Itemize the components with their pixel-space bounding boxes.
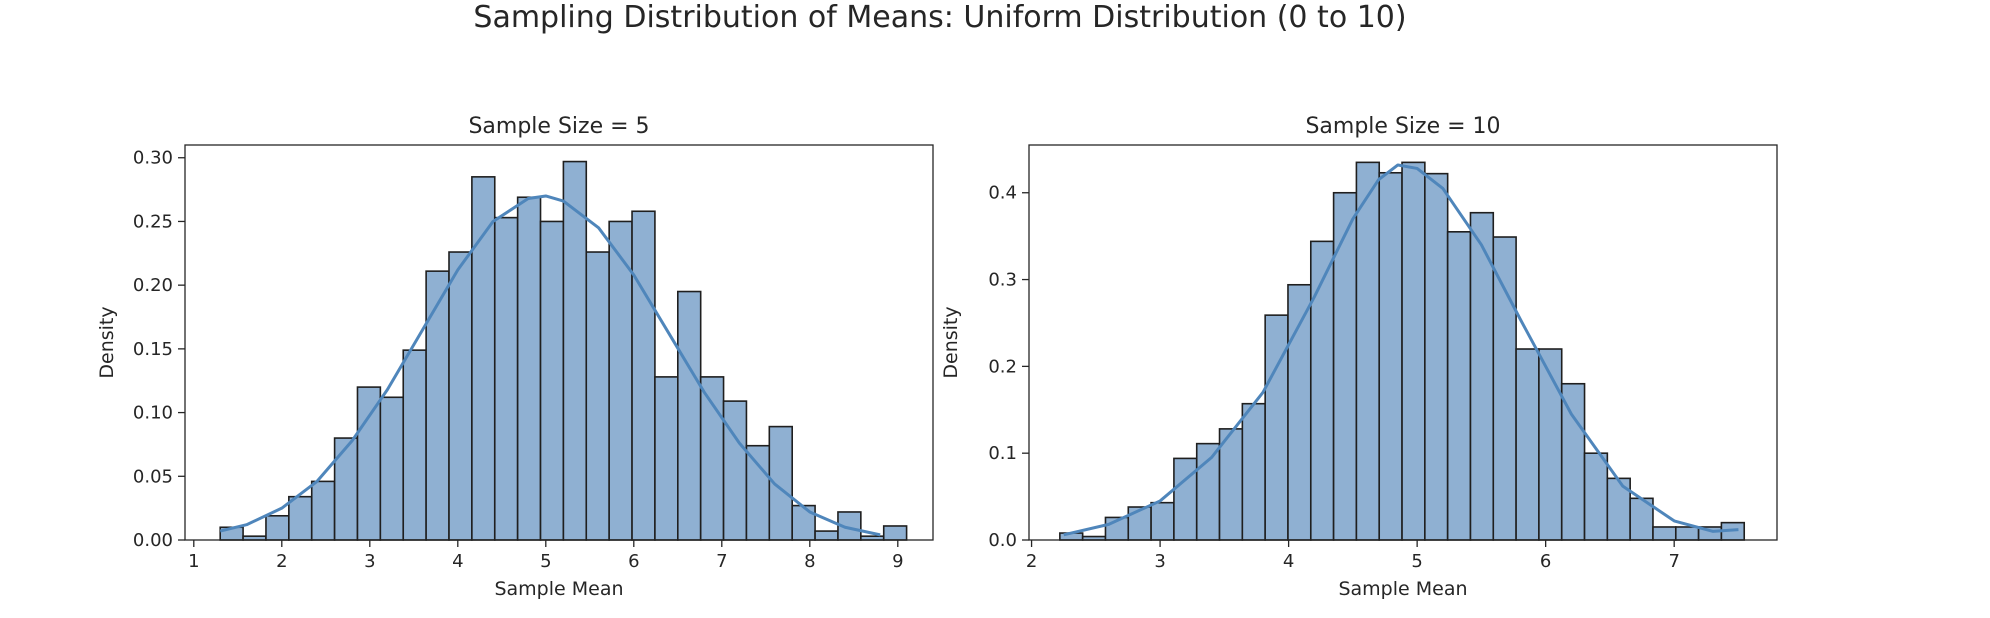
y-tick-label: 0.15 [133, 339, 173, 360]
x-tick-label: 4 [452, 551, 463, 572]
x-tick-label: 2 [1026, 551, 1037, 572]
histogram-bar [1583, 452, 1609, 541]
histogram-bar [265, 514, 290, 541]
histogram-bar [1652, 526, 1677, 541]
histogram-bar [333, 437, 359, 541]
histogram-bar [745, 444, 771, 541]
histogram-bar [585, 251, 610, 541]
histogram-bar [539, 220, 565, 541]
histogram-bar [516, 196, 542, 541]
y-axis-label: Density [96, 306, 118, 378]
kde-curve [219, 194, 881, 537]
y-tick-label: 0.4 [988, 183, 1017, 204]
x-tick-label: 7 [716, 551, 727, 572]
x-tick-label: 7 [1668, 551, 1679, 572]
histogram-bar [1218, 428, 1244, 541]
histogram-bar [1378, 171, 1403, 541]
y-tick-label: 0.30 [133, 148, 173, 169]
x-tick-label: 5 [1411, 551, 1422, 572]
y-tick-label: 0.0 [988, 530, 1017, 551]
histogram-bar [791, 504, 816, 541]
chart-title: Sample Size = 10 [1305, 114, 1500, 139]
histogram-bar [676, 290, 702, 541]
histogram-sample-size-10: 2 3 4 5 6 7 0.0 0.1 0.2 0.3 0.4 Sample Size = 10 Sam… [940, 114, 1778, 600]
histogram-bar [1674, 526, 1700, 541]
axes-frame [1028, 144, 1778, 541]
histogram-bar [1401, 161, 1426, 541]
histogram-bar [1424, 172, 1449, 541]
y-tick-label: 0.10 [133, 403, 173, 424]
figure-suptitle: Sampling Distribution of Means: Uniform … [473, 0, 1406, 35]
histogram-bar [1560, 382, 1586, 541]
histogram-bar [1173, 457, 1198, 541]
y-tick-label: 0.3 [988, 270, 1017, 291]
histogram-bar [562, 160, 588, 541]
y-tick-label: 0.25 [133, 211, 173, 232]
histogram-bar [1264, 314, 1289, 541]
x-axis-label: Sample Mean [494, 578, 623, 600]
histogram-bar [356, 386, 382, 541]
x-axis-label: Sample Mean [1338, 578, 1467, 600]
axes-frame [184, 144, 934, 541]
x-tick-label: 6 [628, 551, 639, 572]
histogram-bar [1127, 506, 1152, 541]
histogram-bar [493, 216, 519, 541]
y-tick-label: 0.05 [133, 466, 173, 487]
x-tick-label: 3 [364, 551, 375, 572]
x-tick-label: 4 [1283, 551, 1294, 572]
histogram-bar [1355, 161, 1381, 541]
histogram-bar [814, 530, 839, 541]
histogram-bar [310, 480, 336, 541]
histogram-bar [1195, 442, 1221, 541]
histogram-bar [471, 176, 496, 541]
histogram-bar [1241, 402, 1266, 541]
histogram-bar [379, 396, 405, 541]
histogram-bar [654, 376, 679, 541]
histogram-bar [1150, 501, 1175, 541]
histogram-bar [882, 525, 908, 541]
x-tick-label: 6 [1540, 551, 1551, 572]
x-tick-label: 8 [804, 551, 815, 572]
histogram-bar [631, 210, 656, 541]
histogram-bar [288, 495, 313, 541]
x-tick-label: 9 [892, 551, 903, 572]
histogram-bar [448, 251, 473, 541]
histogram-sample-size-5: 1 2 3 4 5 6 7 8 9 0.00 0.05 0.10 0.15 0.20 0.25 0.30 Sam… [96, 114, 934, 600]
y-tick-label: 0.00 [133, 530, 173, 551]
histogram-bar [1332, 191, 1358, 541]
y-axis-label: Density [940, 306, 962, 378]
x-tick-label: 1 [188, 551, 199, 572]
histogram-bar [1515, 348, 1540, 541]
y-tick-label: 0.1 [988, 443, 1017, 464]
y-tick-label: 0.2 [988, 356, 1017, 377]
histogram-bar [1309, 240, 1335, 541]
x-tick-label: 3 [1154, 551, 1165, 572]
kde-curve [1063, 163, 1739, 537]
histogram-bar [402, 349, 427, 541]
x-tick-label: 2 [276, 551, 287, 572]
y-tick-label: 0.20 [133, 275, 173, 296]
x-tick-label: 5 [540, 551, 551, 572]
histogram-bar [425, 270, 450, 541]
histogram-bar [722, 400, 748, 541]
histogram-bar [1492, 236, 1517, 541]
chart-title: Sample Size = 5 [468, 114, 649, 139]
histogram-bar [1446, 231, 1472, 541]
